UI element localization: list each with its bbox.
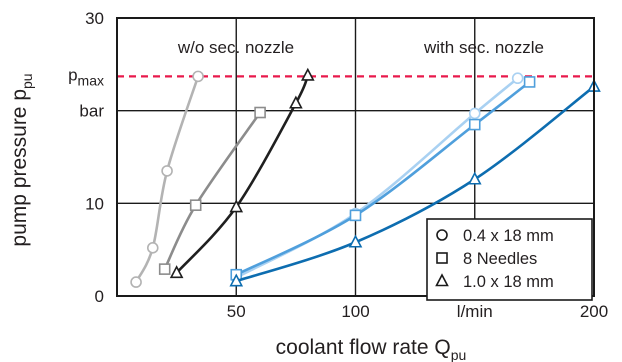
series-line: [175, 74, 310, 274]
y-tick-label: 30: [85, 9, 104, 28]
data-point-triangle: [229, 273, 244, 287]
annotation-with-nozzle: with sec. nozzle: [423, 38, 544, 57]
data-point-circle: [468, 107, 481, 120]
x-axis-title: coolant flow rate Qpu: [276, 336, 467, 362]
annotation-without-nozzle: w/o sec. nozzle: [177, 38, 294, 57]
legend-label: 8 Needles: [463, 250, 537, 268]
data-point-triangle: [348, 234, 363, 248]
series-circle-0: [130, 70, 204, 288]
data-point-triangle: [229, 199, 244, 213]
data-point-triangle: [289, 95, 303, 109]
legend-marker-triangle: [435, 273, 449, 287]
data-point-circle: [146, 242, 159, 254]
data-point-triangle: [169, 265, 184, 279]
y-tick-label: 10: [85, 194, 104, 213]
legend-box: [426, 218, 593, 301]
y-axis-title: pump pressure ppu: [8, 73, 35, 246]
data-point-circle: [130, 276, 142, 288]
data-point-square: [349, 209, 362, 222]
x-tick-label: 200: [580, 302, 608, 321]
legend-marker-circle: [436, 229, 448, 241]
pmax-label: pmax: [68, 65, 104, 88]
series-line: [134, 75, 200, 283]
data-point-circle: [161, 165, 173, 177]
legend-label: 1.0 x 18 mm: [463, 273, 554, 291]
series-triangle-2: [169, 67, 315, 279]
data-point-square: [189, 199, 202, 211]
data-point-square: [254, 106, 266, 119]
y-tick-label: bar: [79, 102, 104, 121]
data-point-square: [158, 263, 171, 275]
x-tick-label: l/min: [457, 302, 493, 321]
legend-label: 0.4 x 18 mm: [463, 227, 554, 245]
series-line: [235, 80, 531, 276]
plot-frame: [116, 17, 595, 297]
data-point-triangle: [467, 171, 482, 185]
data-point-triangle: [300, 67, 315, 81]
legend-marker-square: [436, 252, 448, 264]
y-tick-label: 0: [95, 287, 104, 306]
data-point-square: [468, 118, 481, 131]
series-line: [235, 85, 595, 283]
data-point-circle: [511, 72, 524, 85]
legend: 0.4 x 18 mm 8 Needles 1.0 x 18 mm: [426, 218, 593, 301]
data-point-circle: [192, 70, 204, 83]
series-layer: [130, 67, 601, 288]
data-point-square: [523, 76, 536, 88]
x-tick-label: 50: [227, 302, 246, 321]
series-square-1: [158, 106, 266, 275]
x-tick-label: 100: [341, 302, 369, 321]
